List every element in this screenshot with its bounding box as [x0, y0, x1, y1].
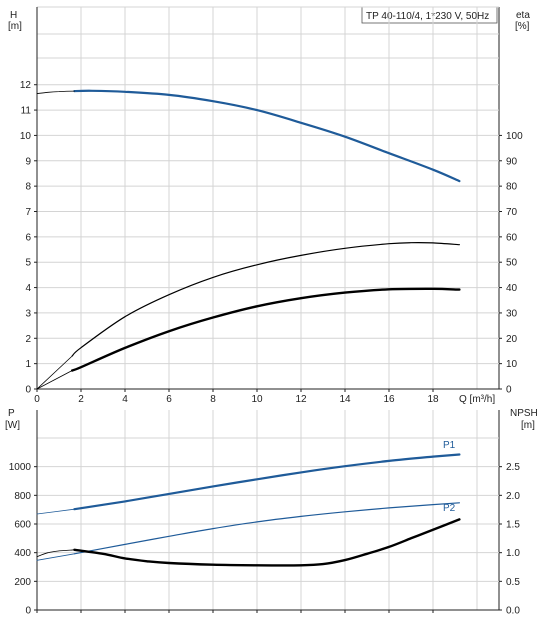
right-tick-label: 2.5	[506, 462, 520, 473]
series-label-p1: P1	[443, 440, 456, 451]
right-tick-label: 70	[506, 207, 518, 218]
x-tick-label: 18	[427, 394, 439, 405]
right-tick-label: 1.5	[506, 520, 520, 531]
left-tick-label: 400	[14, 548, 31, 559]
right-tick-label: 1.0	[506, 548, 520, 559]
power-npsh-panel: 0 200 400 600 800 1000 0.0 0.5 1.0 1.5 2.0 2.5	[9, 410, 520, 617]
x-tick-label: 6	[166, 394, 172, 405]
series-line	[71, 242, 460, 357]
right-tick-label: 80	[506, 182, 518, 193]
left-tick-label: 1	[25, 359, 31, 370]
left-tick-label: 9	[25, 156, 31, 167]
series-line	[36, 90, 75, 94]
left-tick-label: 0	[25, 385, 31, 396]
left-tick-label: 6	[25, 232, 31, 243]
right-tick-label: 0.5	[506, 577, 520, 588]
bottom-left-axis-title-line2: [W]	[5, 420, 20, 431]
top-right-axis-title-line2: [%]	[515, 21, 530, 32]
x-tick-label: 16	[383, 394, 395, 405]
left-tick-label: 600	[14, 520, 31, 531]
bottom-right-axis-title-line2: [m]	[521, 420, 535, 431]
x-tick-label: 8	[210, 394, 216, 405]
left-tick-label: 0	[25, 606, 31, 617]
series-line	[36, 508, 75, 515]
series-line-p2	[73, 502, 460, 555]
series-line	[73, 518, 461, 567]
left-tick-label: 800	[14, 491, 31, 502]
right-tick-label: 90	[506, 156, 518, 167]
left-tick-label: 10	[20, 131, 32, 142]
bottom-right-axis-title-line1: NPSH	[510, 408, 538, 419]
right-tick-label: 0.0	[506, 606, 520, 617]
x-tick-label: 4	[122, 394, 128, 405]
top-right-axis-title-line1: eta	[516, 10, 530, 21]
left-tick-label: 3	[25, 308, 31, 319]
x-tick-label: 12	[295, 394, 307, 405]
series-line	[36, 370, 73, 390]
right-tick-label: 50	[506, 258, 518, 269]
series-line	[36, 553, 75, 561]
right-tick-label: 20	[506, 334, 518, 345]
left-tick-label: 5	[25, 258, 31, 269]
chart-title: TP 40-110/4, 1*230 V, 50Hz	[366, 11, 489, 22]
left-tick-label: 11	[21, 106, 32, 117]
series-line-p1	[73, 453, 461, 511]
x-tick-label: 0	[34, 394, 40, 405]
left-tick-label: 7	[25, 207, 31, 218]
series-line	[36, 549, 75, 558]
right-tick-label: 100	[506, 131, 523, 142]
right-tick-label: 40	[506, 283, 518, 294]
right-tick-label: 2.0	[506, 491, 520, 502]
x-tick-label: 10	[251, 394, 263, 405]
left-tick-label: 1000	[9, 462, 32, 473]
x-tick-label: 14	[339, 394, 351, 405]
right-tick-label: 10	[506, 359, 518, 370]
left-tick-label: 4	[25, 283, 31, 294]
top-left-axis-title-line2: [m]	[8, 21, 22, 32]
series-line	[71, 287, 461, 372]
bottom-left-axis-title-line1: P	[8, 408, 15, 419]
series-line	[73, 89, 461, 183]
right-tick-label: 0	[506, 385, 512, 396]
right-tick-label: 60	[506, 232, 518, 243]
x-tick-label: 2	[78, 394, 84, 405]
left-tick-label: 200	[14, 577, 31, 588]
left-tick-label: 2	[25, 334, 31, 345]
top-left-axis-title-line1: H	[10, 10, 17, 21]
top-x-axis-label: Q [m³/h]	[459, 394, 495, 405]
left-tick-label: 8	[25, 182, 31, 193]
series-label-p2: P2	[443, 503, 456, 514]
series-line	[36, 355, 73, 390]
left-tick-label: 12	[20, 80, 32, 91]
right-tick-label: 30	[506, 308, 518, 319]
